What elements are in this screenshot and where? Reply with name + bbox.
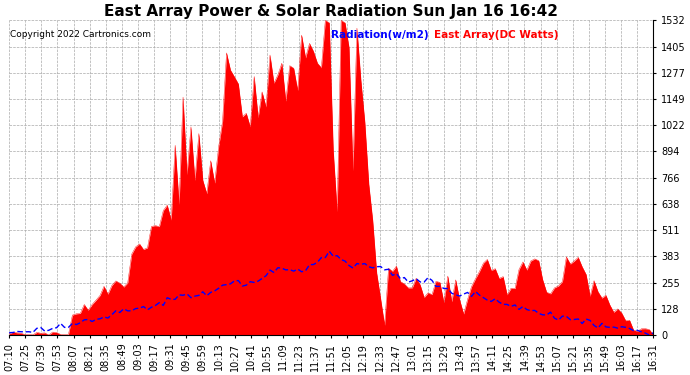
Text: East Array(DC Watts): East Array(DC Watts) <box>434 30 559 40</box>
Text: Radiation(w/m2): Radiation(w/m2) <box>331 30 429 40</box>
Text: Copyright 2022 Cartronics.com: Copyright 2022 Cartronics.com <box>10 30 151 39</box>
Title: East Array Power & Solar Radiation Sun Jan 16 16:42: East Array Power & Solar Radiation Sun J… <box>104 4 558 19</box>
